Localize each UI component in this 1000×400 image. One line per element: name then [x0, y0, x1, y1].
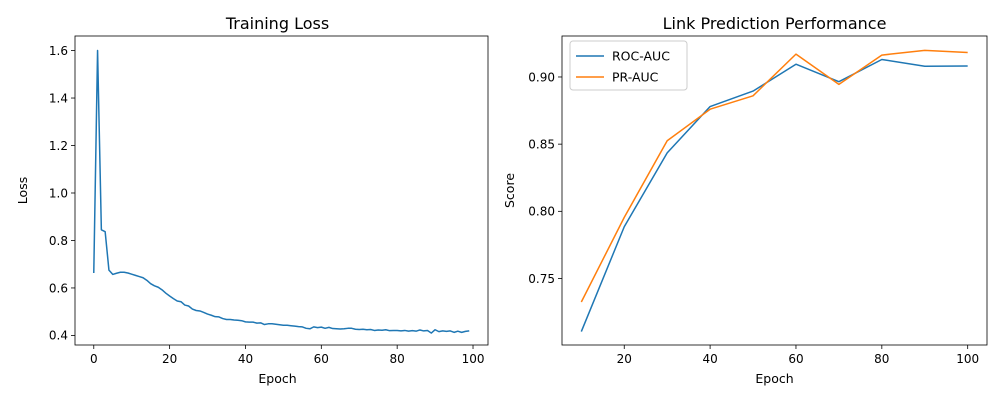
- y-tick-label: 0.80: [528, 205, 555, 219]
- link-prediction-chart: Link Prediction Performance Epoch Score …: [502, 14, 988, 386]
- training-loss-xlabel: Epoch: [258, 371, 296, 386]
- x-tick-label: 0: [90, 352, 98, 366]
- roc-auc-line: [580, 58, 968, 332]
- legend: ROC-AUC PR-AUC: [569, 40, 688, 91]
- y-tick-label: 0.8: [49, 234, 68, 248]
- axes-frame: [74, 35, 489, 346]
- link-prediction-xlabel: Epoch: [755, 371, 793, 386]
- legend-label-roc-auc: ROC-AUC: [612, 49, 670, 64]
- y-tick-label: 0.85: [528, 137, 555, 151]
- x-tick-label: 60: [788, 352, 803, 366]
- link-prediction-title: Link Prediction Performance: [663, 14, 887, 33]
- y-tick-label: 0.6: [49, 281, 68, 295]
- y-tick-label: 0.4: [49, 329, 68, 343]
- axes-frame: [561, 35, 988, 346]
- x-tick-label: 60: [314, 352, 329, 366]
- y-tick-label: 1.0: [49, 186, 68, 200]
- training-loss-chart: Training Loss Epoch Loss 0 20 40 60 80 100 0.4…: [15, 14, 489, 386]
- y-tick-label: 0.75: [528, 272, 555, 286]
- y-tick-label: 1.6: [49, 44, 68, 58]
- y-tick-label: 0.90: [528, 70, 555, 84]
- pr-auc-line: [580, 49, 968, 303]
- link-prediction-ylabel: Score: [502, 173, 517, 208]
- training-loss-ylabel: Loss: [15, 177, 30, 204]
- training-loss-title: Training Loss: [225, 14, 329, 33]
- legend-label-pr-auc: PR-AUC: [612, 70, 659, 85]
- y-tick-label: 1.2: [49, 139, 68, 153]
- x-tick-label: 80: [390, 352, 405, 366]
- y-tick-label: 1.4: [49, 91, 68, 105]
- x-tick-label: 40: [702, 352, 717, 366]
- x-tick-label: 100: [462, 352, 485, 366]
- loss-line: [93, 49, 470, 334]
- x-tick-label: 20: [617, 352, 632, 366]
- x-tick-label: 40: [238, 352, 253, 366]
- x-tick-label: 80: [874, 352, 889, 366]
- x-tick-label: 100: [956, 352, 979, 366]
- x-tick-label: 20: [162, 352, 177, 366]
